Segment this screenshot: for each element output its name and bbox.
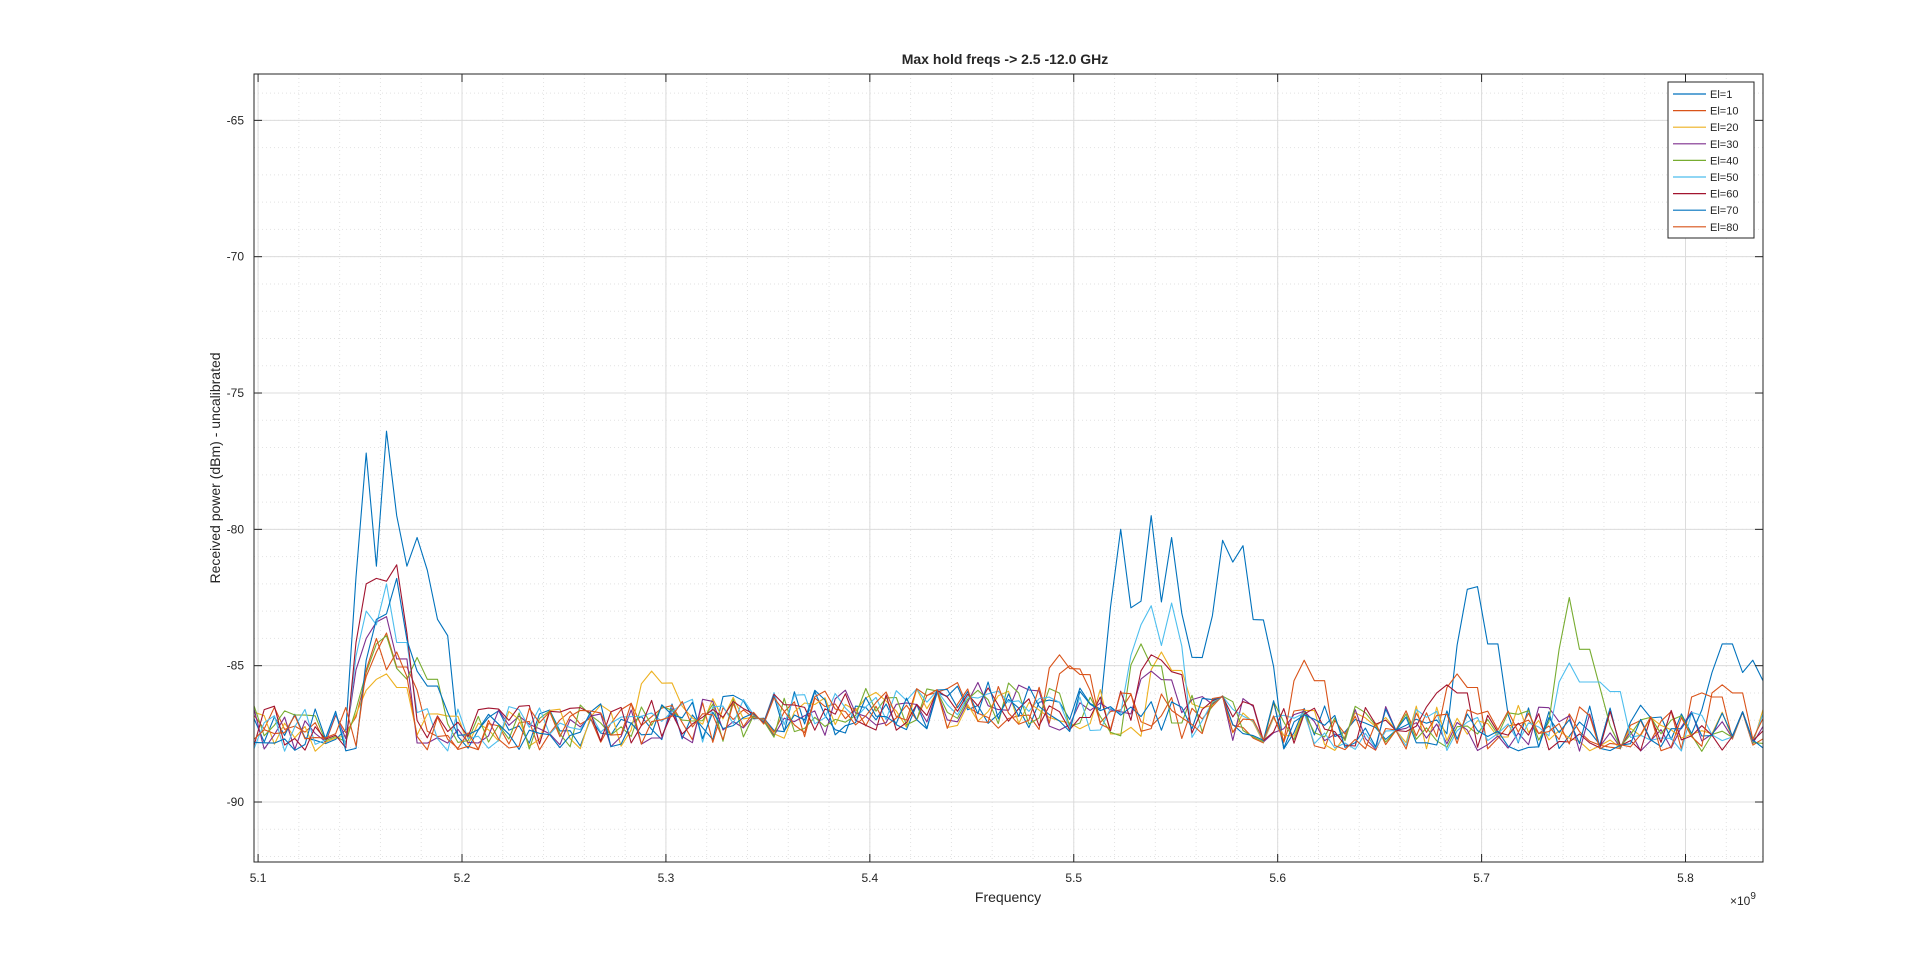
legend-label: El=50 [1710,172,1738,184]
x-tick-label: 5.7 [1473,871,1490,885]
x-tick-label: 5.2 [454,871,471,885]
x-tick-labels: 5.1 5.2 5.3 5.4 5.5 5.6 5.7 5.8 [250,871,1694,885]
x-tick-label: 5.4 [861,871,878,885]
axes-box [253,73,1764,863]
x-axis-label: Frequency [975,889,1041,905]
series-lines [253,430,1764,752]
legend: El=1 El=10 El=20 El=30 El=40 El=50 El=60 El=70 E… [1667,81,1755,239]
y-tick-labels: -90 -85 -80 -75 -70 -65 [227,113,245,809]
y-tick-label: -80 [227,522,245,536]
legend-label: El=30 [1710,139,1738,151]
y-tick-label: -65 [227,113,245,127]
legend-items: El=1 El=10 El=20 El=30 El=40 El=50 El=60 El=70 E… [1673,89,1738,234]
x-tick-label: 5.3 [658,871,675,885]
x-exponent-base: ×10 [1730,894,1751,908]
y-tick-label: -90 [227,795,245,809]
legend-label: El=20 [1710,122,1738,134]
series-line-el-40 [253,596,1764,752]
plot-area: 5.1 5.2 5.3 5.4 5.5 5.6 5.7 5.8 -90 -85 -80 -75 -70… [227,73,1764,885]
axis-ticks [254,74,1763,862]
chart-title: Max hold freqs -> 2.5 -12.0 GHz [902,51,1109,67]
series-line-el-60 [253,564,1764,752]
series-line-el-70 [253,577,1764,752]
legend-label: El=40 [1710,155,1738,167]
legend-label: El=1 [1710,89,1732,101]
x-exponent-power: 9 [1750,891,1756,902]
svg-text:×109: ×109 [1730,891,1756,908]
series-line-el-20 [253,651,1764,752]
legend-label: El=70 [1710,205,1738,217]
y-tick-label: -85 [227,659,245,673]
legend-label: El=80 [1710,222,1738,234]
legend-label: El=60 [1710,189,1738,201]
x-tick-label: 5.1 [250,871,267,885]
series-line-el-1 [253,430,1764,750]
y-axis-label: Received power (dBm) - uncalibrated [207,352,223,583]
y-tick-label: -70 [227,250,245,264]
series-line-el-80 [253,637,1764,752]
series-line-el-50 [253,583,1764,752]
legend-label: El=10 [1710,106,1738,118]
x-tick-label: 5.8 [1677,871,1694,885]
series-line-el-30 [253,616,1764,752]
x-tick-label: 5.6 [1269,871,1286,885]
x-axis-exponent: ×109 [1730,891,1756,908]
y-tick-label: -75 [227,386,245,400]
x-tick-label: 5.5 [1065,871,1082,885]
